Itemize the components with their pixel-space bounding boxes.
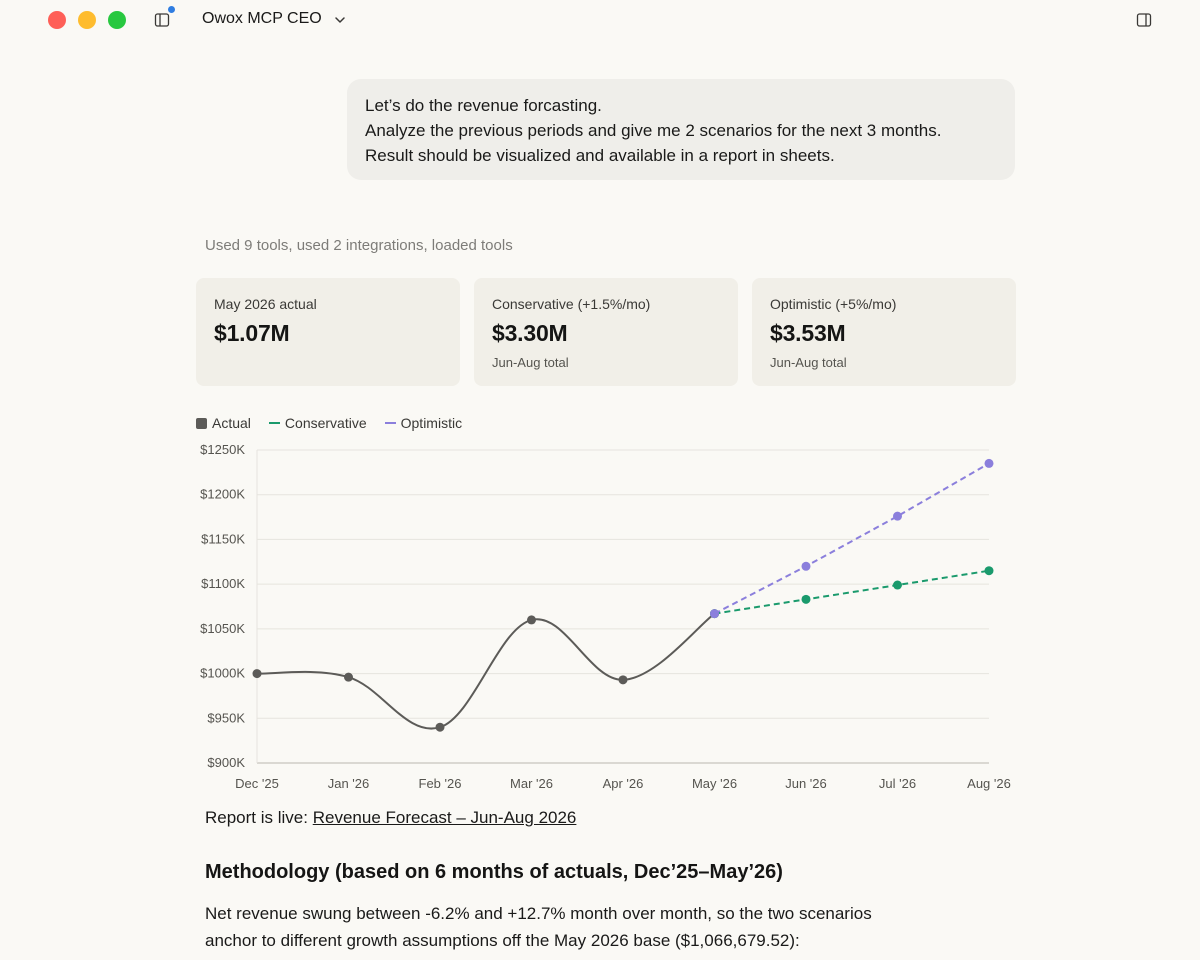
sidebar-toggle-icon[interactable]	[154, 12, 170, 28]
x-tick-label: Jul '26	[879, 776, 916, 791]
series-line-actual	[256, 612, 716, 730]
legend-swatch-actual	[196, 417, 207, 429]
stat-card-actual: May 2026 actual $1.07M	[196, 278, 460, 386]
series-line-conservative	[714, 569, 990, 615]
chart-legend: Actual Conservative Optimistic	[196, 414, 480, 432]
legend-label: Actual	[212, 415, 251, 431]
y-tick-label: $1250K	[200, 442, 245, 457]
methodology-heading: Methodology (based on 6 months of actual…	[205, 861, 783, 883]
data-point-optimistic	[710, 609, 719, 619]
project-title[interactable]: Owox MCP CEO	[202, 10, 322, 27]
maximize-window-button[interactable]	[108, 11, 126, 29]
series-line-optimistic	[714, 462, 990, 615]
user-message-line: Let’s do the revenue forcasting.	[365, 96, 602, 115]
stat-sublabel: Jun-Aug total	[492, 355, 569, 370]
methodology-body: Net revenue swung between -6.2% and +12.…	[205, 900, 965, 954]
user-message-line: Analyze the previous periods and give me…	[365, 121, 942, 140]
user-message-bubble: Let’s do the revenue forcasting. Analyze…	[347, 79, 1015, 180]
legend-label: Optimistic	[400, 415, 463, 431]
data-point-optimistic	[984, 458, 994, 468]
legend-item-conservative: Conservative	[268, 415, 367, 431]
user-message-line: Result should be visualized and availabl…	[365, 146, 835, 165]
data-point-conservative	[893, 580, 902, 590]
stat-card-optimistic: Optimistic (+5%/mo) $3.53M Jun-Aug total	[752, 278, 1016, 386]
methodology-line: anchor to different growth assumptions o…	[205, 931, 800, 950]
legend-item-actual: Actual	[196, 415, 251, 431]
x-tick-label: Jun '26	[785, 776, 827, 791]
title-bar: Owox MCP CEO	[0, 0, 1200, 40]
report-prefix: Report is live:	[205, 808, 308, 827]
x-tick-label: Jan '26	[328, 776, 370, 791]
revenue-forecast-chart: $900K $950K $1000K $1050K $1100K $1150K $1200K…	[200, 442, 1011, 791]
stat-sublabel: Jun-Aug total	[770, 355, 847, 370]
data-point-conservative	[801, 594, 811, 604]
x-tick-label: Feb '26	[419, 776, 462, 791]
data-point-conservative	[984, 566, 994, 576]
close-window-button[interactable]	[48, 11, 66, 29]
minimize-window-button[interactable]	[78, 11, 96, 29]
y-tick-label: $1150K	[201, 531, 245, 546]
y-tick-label: $1000K	[200, 666, 245, 681]
data-point-actual	[252, 669, 262, 679]
data-point-optimistic	[801, 561, 811, 571]
y-tick-label: $1100K	[201, 576, 245, 591]
y-tick-label: $950K	[207, 710, 245, 725]
report-link[interactable]: Revenue Forecast – Jun-Aug 2026	[312, 808, 577, 827]
legend-swatch-optimistic	[384, 422, 396, 424]
data-point-actual	[344, 672, 353, 682]
stat-value: $3.53M	[770, 320, 846, 346]
data-point-actual	[618, 675, 628, 685]
x-tick-label: Aug '26	[967, 776, 1011, 791]
notification-dot	[168, 6, 175, 13]
methodology-line: Net revenue swung between -6.2% and +12.…	[205, 904, 872, 923]
stat-card-conservative: Conservative (+1.5%/mo) $3.30M Jun-Aug t…	[474, 278, 738, 386]
data-point-actual	[435, 722, 445, 732]
y-tick-label: $1200K	[200, 487, 245, 502]
tools-summary[interactable]: Used 9 tools, used 2 integrations, loade…	[205, 237, 513, 254]
chevron-down-icon[interactable]	[333, 13, 347, 27]
legend-label: Conservative	[284, 415, 367, 431]
stat-label: May 2026 actual	[214, 296, 317, 312]
legend-item-optimistic: Optimistic	[384, 415, 463, 431]
stat-label: Conservative (+1.5%/mo)	[492, 296, 651, 312]
data-point-actual	[527, 615, 536, 625]
x-tick-label: Dec '25	[235, 776, 279, 791]
stat-label: Optimistic (+5%/mo)	[770, 296, 897, 312]
report-line: Report is live: Revenue Forecast – Jun-A…	[205, 808, 576, 828]
data-point-optimistic	[893, 511, 902, 521]
x-tick-label: May '26	[692, 776, 737, 791]
x-tick-label: Mar '26	[510, 776, 553, 791]
x-tick-label: Apr '26	[603, 776, 644, 791]
y-tick-label: $1050K	[200, 621, 245, 636]
stat-value: $1.07M	[214, 320, 290, 346]
y-tick-label: $900K	[207, 755, 245, 770]
legend-swatch-conservative	[268, 422, 280, 424]
right-panel-toggle-icon[interactable]	[1136, 12, 1152, 28]
stat-value: $3.30M	[492, 320, 568, 346]
